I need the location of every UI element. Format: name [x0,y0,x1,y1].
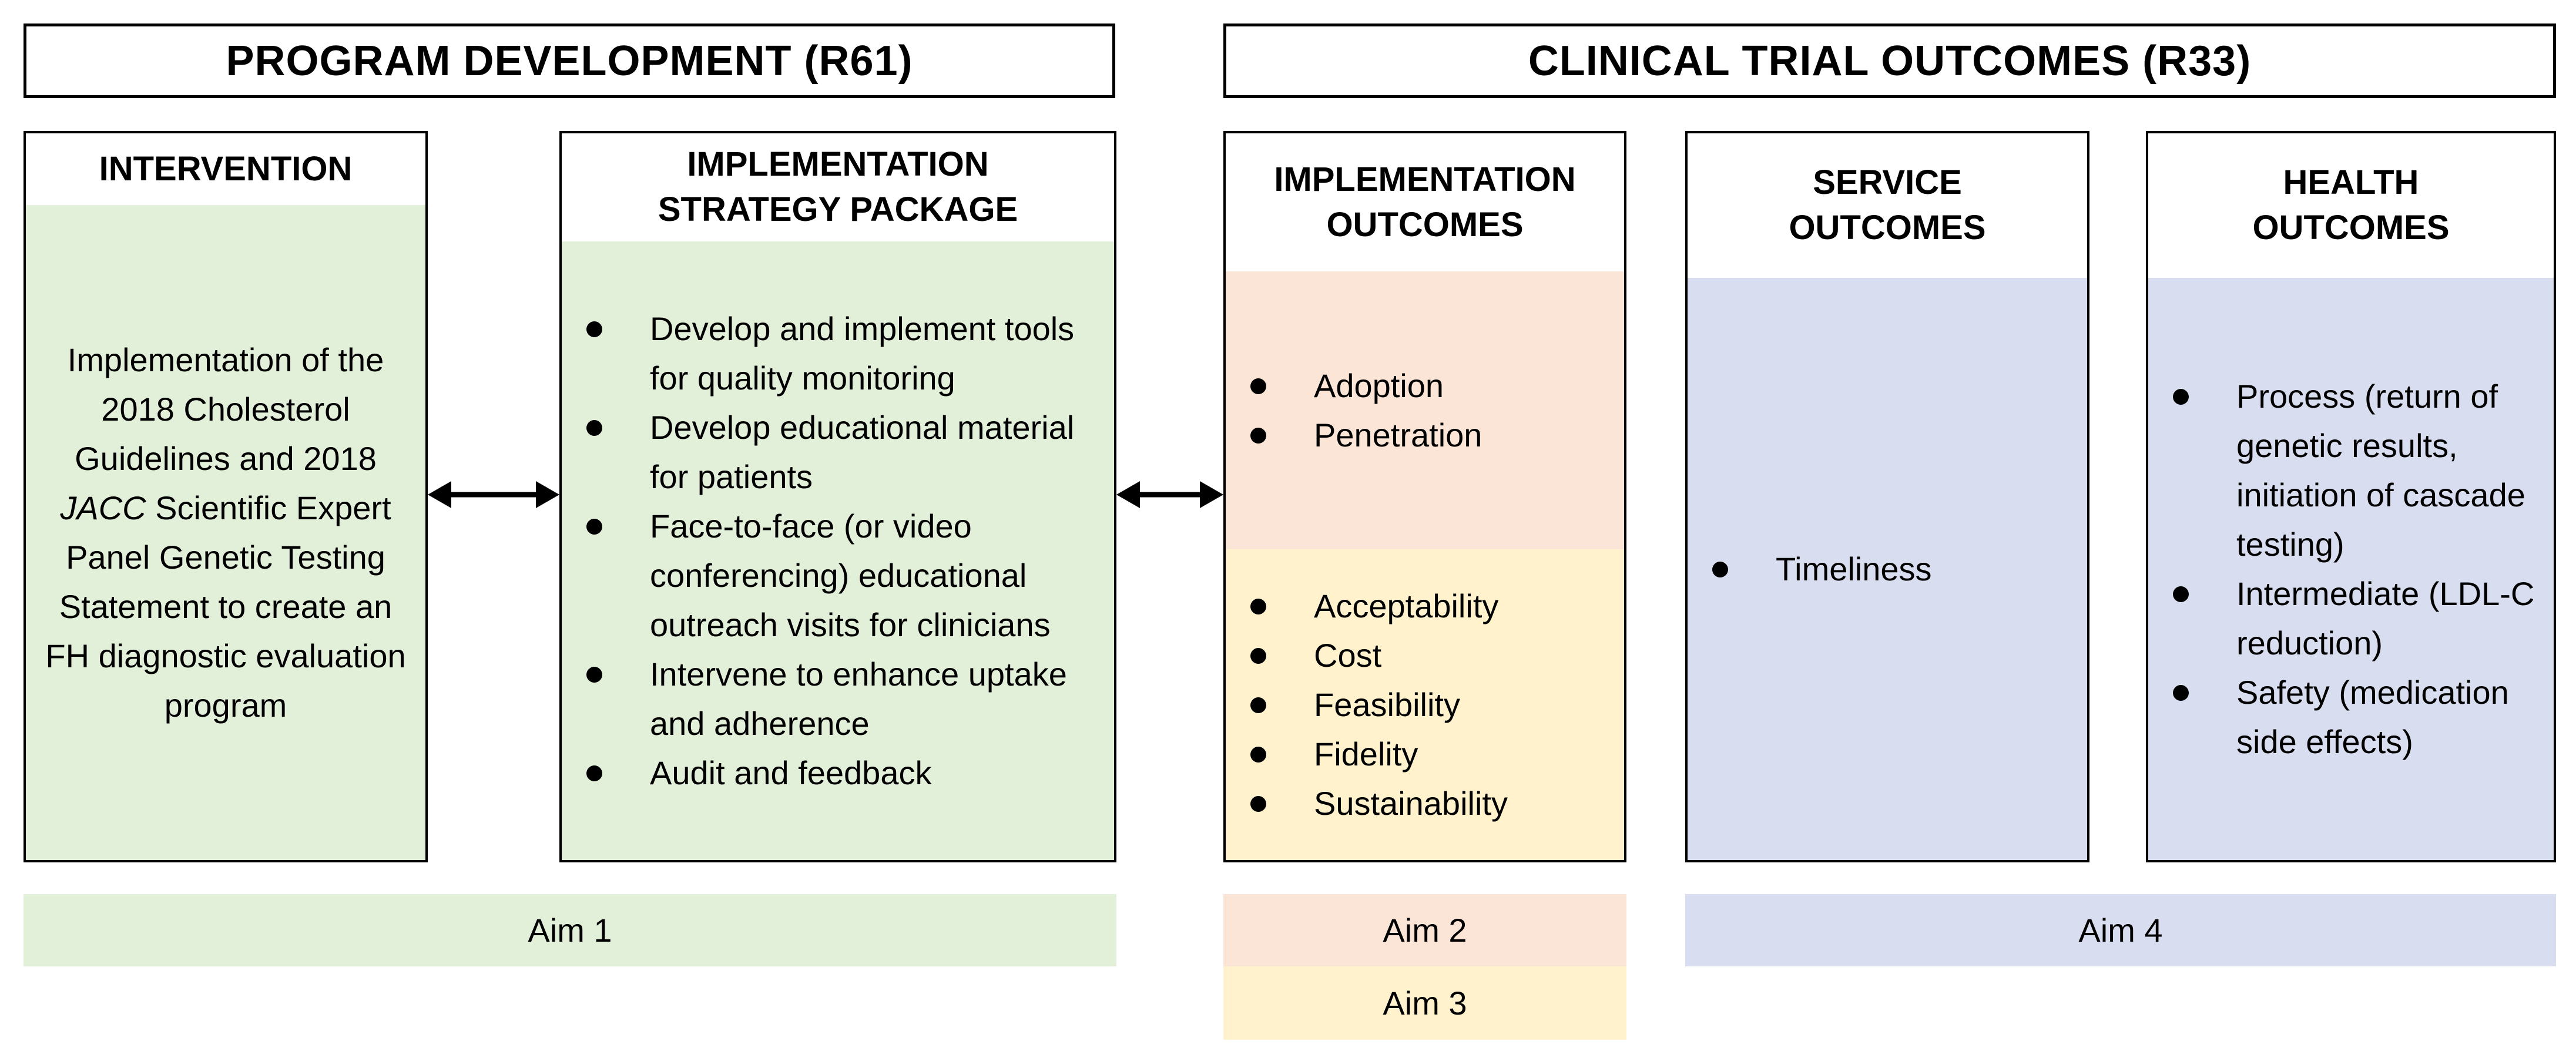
aim2-bar: Aim 2 [1223,894,1626,966]
intervention-body-area: Implementation of the 2018 Cholesterol G… [26,205,425,860]
list-item: Develop educational material for patient… [562,403,1114,502]
column-service-outcomes: SERVICE OUTCOMES Timeliness [1685,131,2089,862]
service-outcomes-title-line1: SERVICE [1813,163,1962,202]
health-outcomes-list: Process (return of genetic results, init… [2148,372,2554,767]
strategy-body-area: Develop and implement tools for quality … [562,241,1114,860]
intervention-description-journal: JACC [60,489,146,526]
implementation-outcomes-late-list: Acceptability Cost Feasibility Fidelity … [1226,582,1624,828]
intervention-description-pre: Implementation of the 2018 Cholesterol G… [67,341,384,477]
aim3-label: Aim 3 [1383,985,1467,1022]
list-item: Develop and implement tools for quality … [562,304,1114,403]
service-outcomes-body-area: Timeliness [1688,278,2087,860]
aim1-label: Aim 1 [528,912,612,949]
list-item: Cost [1226,631,1624,680]
aim3-bar: Aim 3 [1223,966,1626,1040]
list-item: Acceptability [1226,582,1624,631]
intervention-title: INTERVENTION [26,133,425,205]
implementation-outcomes-title: IMPLEMENTATION OUTCOMES [1226,133,1624,271]
intervention-description: Implementation of the 2018 Cholesterol G… [26,335,425,730]
implementation-outcomes-title-line2: OUTCOMES [1326,205,1524,244]
health-outcomes-title-line1: HEALTH [2283,163,2419,202]
list-item: Face-to-face (or video conferencing) edu… [562,502,1114,650]
list-item: Intermediate (LDL-C reduction) [2148,569,2554,668]
implementation-outcomes-late-area: Acceptability Cost Feasibility Fidelity … [1226,549,1624,860]
aim2-label: Aim 2 [1383,912,1467,949]
implementation-outcomes-early-list: Adoption Penetration [1226,361,1624,460]
strategy-title: IMPLEMENTATION STRATEGY PACKAGE [562,133,1114,241]
implementation-outcomes-title-line1: IMPLEMENTATION [1274,160,1576,199]
implementation-outcomes-early-area: Adoption Penetration [1226,271,1624,549]
list-item: Sustainability [1226,779,1624,828]
aim4-label: Aim 4 [2078,912,2163,949]
aim1-bar: Aim 1 [24,894,1116,966]
strategy-title-line1: IMPLEMENTATION [687,145,989,184]
banner-program-development: PROGRAM DEVELOPMENT (R61) [24,23,1115,98]
list-item: Feasibility [1226,680,1624,730]
health-outcomes-title-line2: OUTCOMES [2252,209,2450,247]
service-outcomes-title-line2: OUTCOMES [1789,209,1986,247]
service-outcomes-title: SERVICE OUTCOMES [1688,133,2087,278]
column-intervention: INTERVENTION Implementation of the 2018 … [24,131,428,862]
column-health-outcomes: HEALTH OUTCOMES Process (return of genet… [2146,131,2556,862]
double-arrow-icon [1116,481,1223,508]
double-arrow-icon [428,481,559,508]
list-item: Fidelity [1226,730,1624,779]
strategy-title-line2: STRATEGY PACKAGE [658,190,1018,229]
strategy-bullet-list: Develop and implement tools for quality … [562,304,1114,798]
list-item: Audit and feedback [562,748,1114,798]
list-item: Adoption [1226,361,1624,411]
banner-clinical-trial-outcomes: CLINICAL TRIAL OUTCOMES (R33) [1223,23,2556,98]
intervention-description-post: Scientific Expert Panel Genetic Testing … [45,489,406,724]
list-item: Safety (medication side effects) [2148,668,2554,767]
list-item: Intervene to enhance uptake and adherenc… [562,650,1114,748]
intervention-title-line: INTERVENTION [99,149,353,188]
column-implementation-outcomes: IMPLEMENTATION OUTCOMES Adoption Penetra… [1223,131,1626,862]
column-implementation-strategy: IMPLEMENTATION STRATEGY PACKAGE Develop … [559,131,1116,862]
list-item: Penetration [1226,411,1624,460]
health-outcomes-title: HEALTH OUTCOMES [2148,133,2554,278]
aim4-bar: Aim 4 [1685,894,2556,966]
list-item: Timeliness [1688,545,2087,594]
service-outcomes-list: Timeliness [1688,545,2087,594]
health-outcomes-body-area: Process (return of genetic results, init… [2148,278,2554,860]
list-item: Process (return of genetic results, init… [2148,372,2554,569]
